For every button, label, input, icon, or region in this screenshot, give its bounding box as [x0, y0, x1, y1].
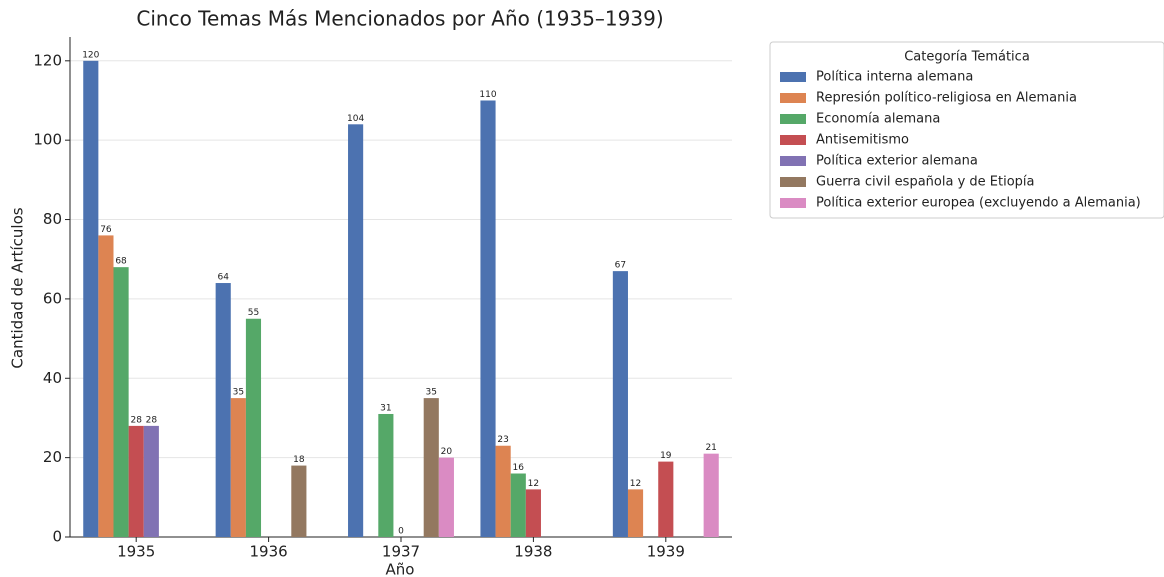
value-label: 12	[630, 479, 641, 489]
value-label: 12	[528, 479, 539, 489]
y-tick-label: 60	[43, 289, 62, 307]
x-axis-label: Año	[386, 561, 415, 577]
chart-title: Cinco Temas Más Mencionados por Año (193…	[136, 7, 663, 31]
x-tick-label: 1937	[382, 543, 420, 561]
bar	[438, 457, 454, 537]
legend-swatch	[780, 93, 806, 103]
value-label: 0	[398, 527, 404, 537]
y-axis-label: Cantidad de Artículos	[9, 207, 27, 368]
y-tick-label: 100	[33, 131, 62, 149]
bar	[612, 271, 628, 537]
legend-swatch	[780, 114, 806, 124]
bar	[510, 473, 526, 537]
x-tick-label: 1939	[647, 543, 685, 561]
value-label: 76	[100, 225, 112, 235]
legend-swatch	[780, 72, 806, 82]
value-label: 67	[615, 261, 626, 271]
bar	[143, 425, 159, 537]
value-label: 55	[248, 308, 259, 318]
legend-title: Categoría Temática	[904, 50, 1030, 65]
x-tick-label: 1935	[117, 543, 155, 561]
bar	[627, 489, 644, 537]
bar	[245, 318, 262, 537]
y-tick-label: 40	[43, 369, 62, 387]
bar	[378, 413, 394, 537]
value-label: 19	[660, 451, 672, 461]
legend-swatch	[780, 177, 806, 187]
bar	[495, 445, 511, 537]
legend-box	[769, 41, 1164, 219]
y-tick-label: 80	[43, 210, 62, 228]
value-label: 18	[293, 455, 305, 465]
legend-swatch	[780, 135, 806, 145]
value-label: 64	[217, 273, 229, 283]
bar	[113, 267, 129, 537]
legend-swatch	[780, 198, 806, 208]
y-tick-label: 0	[52, 528, 62, 546]
value-label: 35	[233, 388, 244, 398]
bar	[230, 398, 246, 537]
value-label: 110	[479, 90, 496, 100]
legend-label: Política exterior alemana	[816, 154, 978, 169]
value-label: 68	[115, 257, 127, 267]
value-label: 16	[513, 463, 525, 473]
legend-label: Guerra civil española y de Etiopía	[816, 175, 1035, 190]
bar	[291, 465, 307, 537]
bar	[525, 489, 541, 537]
legend-label: Represión político-religiosa en Alemania	[816, 91, 1077, 106]
x-tick-label: 1936	[250, 543, 288, 561]
legend-label: Política exterior europea (excluyendo a …	[816, 196, 1141, 211]
value-label: 20	[441, 447, 453, 457]
value-label: 28	[130, 415, 142, 425]
bar	[215, 283, 231, 537]
y-tick-label: 20	[43, 448, 62, 466]
value-label: 21	[705, 443, 716, 453]
x-tick-label: 1938	[514, 543, 552, 561]
bar	[703, 453, 719, 537]
bar	[98, 235, 114, 537]
value-label: 28	[146, 415, 158, 425]
legend-swatch	[780, 156, 806, 166]
value-label: 31	[380, 403, 391, 413]
y-tick-label: 120	[33, 51, 62, 69]
value-label: 104	[347, 114, 364, 124]
legend-label: Economía alemana	[816, 112, 940, 127]
bar	[128, 425, 144, 537]
bar	[83, 60, 99, 538]
legend-label: Política interna alemana	[816, 70, 973, 85]
bar	[423, 398, 439, 537]
value-label: 35	[426, 388, 437, 398]
bar	[348, 124, 364, 538]
legend-label: Antisemitismo	[816, 133, 909, 148]
bar	[658, 461, 674, 537]
value-label: 23	[497, 435, 508, 445]
value-label: 120	[82, 50, 99, 60]
bar	[480, 100, 496, 537]
